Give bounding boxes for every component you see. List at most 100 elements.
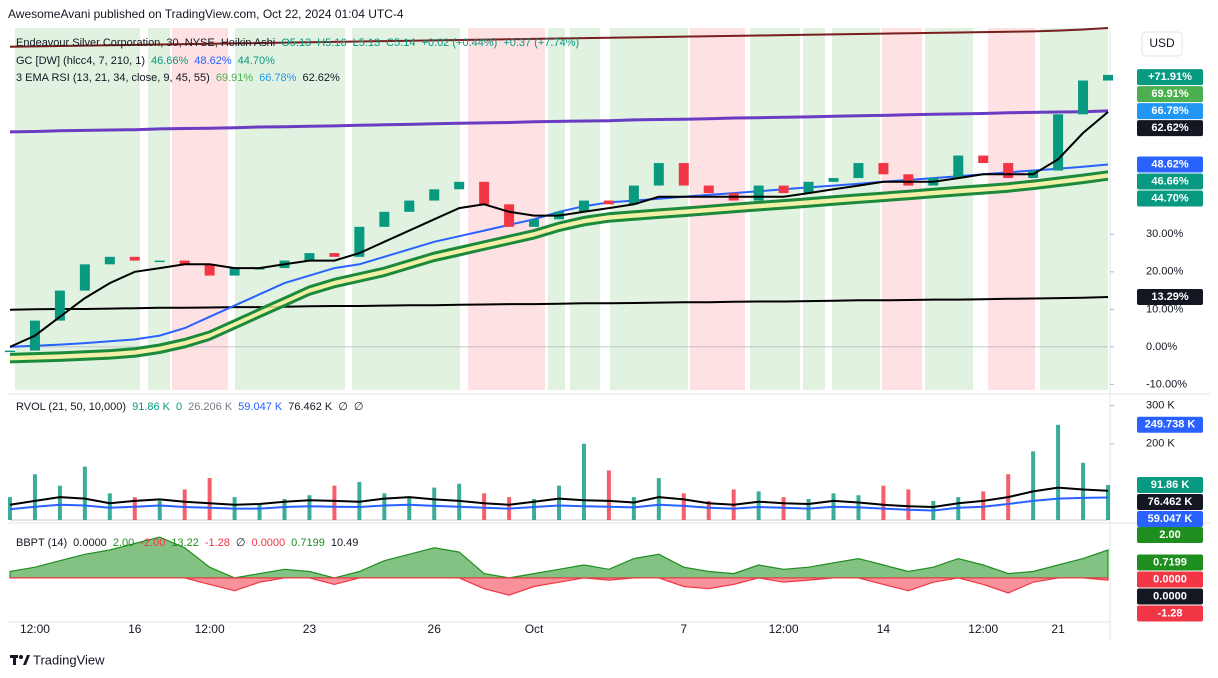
legend-item: 13.22	[171, 537, 199, 549]
volume-bar	[706, 500, 711, 520]
signal-zone	[1040, 28, 1108, 390]
candle	[903, 174, 914, 186]
legend-item: 10.49	[331, 537, 359, 549]
volume-bar	[581, 443, 586, 520]
price-label: 69.91%	[1151, 88, 1189, 100]
signal-zone	[235, 28, 345, 390]
candle	[1053, 114, 1064, 171]
volume-bar	[107, 493, 112, 520]
legend-row: GC [DW] (hlcc4, 7, 210, 1) 46.66% 48.62% 44…	[16, 55, 275, 67]
volume-bar	[57, 485, 62, 520]
candle	[454, 181, 465, 190]
legend-row: 3 EMA RSI (13, 21, 34, close, 9, 45, 55)…	[16, 72, 340, 84]
volume-bar	[1031, 451, 1036, 520]
price-label: 0.0000	[1153, 573, 1187, 585]
legend-row: RVOL (21, 50, 10,000) 91.86 K 0 26.206 K 59.…	[16, 401, 363, 413]
price-label-box	[1137, 493, 1203, 510]
candle	[653, 163, 664, 186]
candle	[529, 219, 540, 227]
price-label: 13.29%	[1151, 291, 1189, 303]
volume-bar	[257, 504, 262, 520]
volume-bar	[1056, 424, 1061, 520]
line	[9, 296, 1109, 311]
legend-item: 0	[176, 401, 182, 413]
candle	[154, 260, 165, 263]
candle	[5, 350, 15, 353]
area	[9, 536, 1109, 579]
volume-bar	[482, 493, 487, 520]
volume-bar	[1106, 484, 1110, 520]
price-label: -1.28	[1157, 607, 1182, 619]
y-tick-label: 300 K	[1146, 400, 1175, 412]
legend-item: H5.16	[317, 37, 346, 49]
volume-bar	[606, 470, 611, 520]
x-tick-label: 12:00	[20, 622, 50, 636]
candle	[179, 260, 190, 265]
x-tick-label: 23	[303, 622, 317, 636]
price-label-box	[1137, 605, 1203, 622]
legend-item: ∅	[236, 537, 246, 549]
price-label: 62.62%	[1151, 122, 1189, 134]
signal-zone	[988, 28, 1035, 390]
price-label: 66.78%	[1151, 105, 1189, 117]
price-label-box	[1137, 571, 1203, 588]
volume-bar	[906, 489, 911, 520]
volume-bar	[32, 474, 37, 520]
y-tick-label: 200 K	[1146, 438, 1175, 450]
signal-zone	[803, 28, 825, 390]
legend-item: O5.13	[281, 37, 311, 49]
candle	[878, 163, 889, 175]
candle	[1103, 74, 1113, 81]
volume-bar	[631, 497, 636, 520]
x-tick-label: 14	[877, 622, 891, 636]
x-tick-label: 12:00	[769, 622, 799, 636]
candle	[354, 226, 365, 257]
area	[9, 577, 1109, 596]
candle	[1078, 80, 1089, 115]
line	[9, 486, 1109, 509]
legend-item: 3 EMA RSI (13, 21, 34, close, 9, 45, 55)	[16, 72, 210, 84]
line	[9, 163, 1109, 348]
volume-bar	[532, 499, 537, 520]
candle	[329, 253, 340, 257]
y-tick-label: 30.00%	[1146, 228, 1184, 240]
line	[9, 496, 1109, 512]
price-label-box	[1137, 156, 1203, 173]
publisher: AwesomeAvani published on TradingView.co…	[8, 7, 404, 21]
legend-item: 26.206 K	[188, 401, 233, 413]
legend-item: 59.047 K	[238, 401, 283, 413]
x-tick-label: 7	[680, 622, 687, 636]
x-tick-label: 12:00	[195, 622, 225, 636]
price-label: 59.047 K	[1148, 513, 1193, 525]
price-label-box	[1137, 588, 1203, 605]
x-tick-label: Oct	[525, 622, 544, 636]
candle	[404, 200, 415, 212]
currency-box[interactable]	[1141, 31, 1183, 57]
signal-zone	[832, 28, 880, 390]
volume-bar	[207, 478, 212, 520]
legend-item: 62.62%	[302, 72, 340, 84]
logo	[10, 655, 30, 665]
line	[9, 170, 1109, 356]
candle	[578, 200, 589, 212]
price-label: 2.00	[1159, 529, 1180, 541]
legend-item: 44.70%	[238, 55, 276, 67]
legend-item: 69.91%	[216, 72, 254, 84]
volume-bar	[432, 487, 437, 520]
candle	[104, 256, 115, 265]
price-label-box	[1137, 173, 1203, 190]
x-tick-label: 16	[128, 622, 142, 636]
price-label: 0.7199	[1153, 556, 1187, 568]
brand: TradingView	[33, 652, 105, 667]
price-label-box	[1137, 69, 1203, 86]
legend-item: BBPT (14)	[16, 537, 67, 549]
x-tick-label: 21	[1051, 622, 1065, 636]
price-label-box	[1137, 416, 1203, 433]
price-label: 46.66%	[1151, 175, 1189, 187]
legend-item: 0.7199	[291, 537, 325, 549]
legend-item: 66.78%	[259, 72, 297, 84]
line	[9, 109, 1109, 134]
candle	[204, 264, 215, 276]
price-label-box	[1137, 190, 1203, 207]
